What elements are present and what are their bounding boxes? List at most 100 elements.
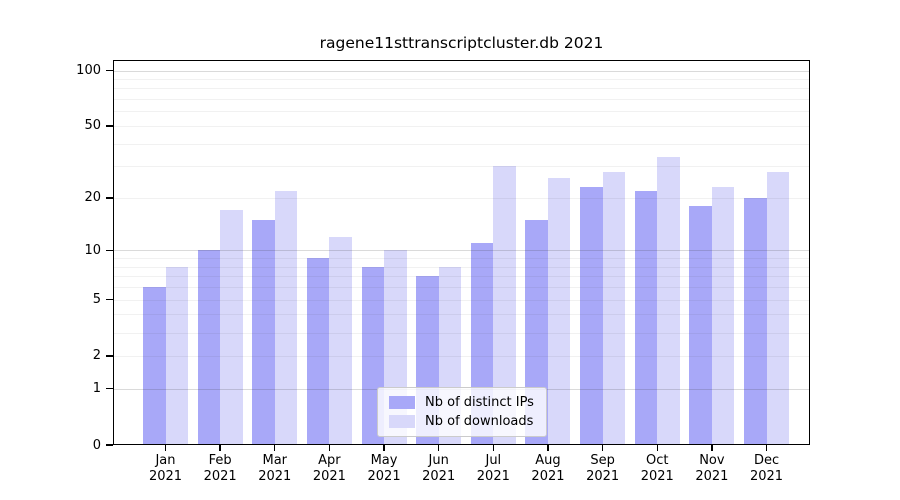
bar-downloads <box>493 166 516 445</box>
bar-distinct-ips <box>580 187 603 445</box>
gridline-major <box>113 70 810 72</box>
bar-downloads <box>274 190 298 445</box>
gridline-minor <box>113 143 810 145</box>
gridline-minor <box>113 266 810 268</box>
x-tick-label-line: 2021 <box>258 469 292 484</box>
x-tick-label-line: Aug <box>535 453 561 468</box>
bar-downloads <box>547 177 571 445</box>
y-tick-label: 2 <box>92 348 101 364</box>
x-tick-label-line: 2021 <box>148 469 183 484</box>
x-tick-mark <box>765 445 768 451</box>
x-tick-label: Jun 2021 <box>405 453 473 485</box>
x-tick-mark <box>492 445 495 451</box>
x-tick-label: Feb 2021 <box>186 453 254 485</box>
gridline-minor <box>113 287 810 289</box>
x-tick-label-line: 2021 <box>367 469 401 484</box>
gridline-minor <box>113 88 810 90</box>
gridline-minor <box>113 276 810 278</box>
bar-distinct-ips <box>634 190 658 445</box>
x-tick-label-line: 2021 <box>312 469 346 484</box>
x-tick-label-line: Jul <box>485 453 502 468</box>
bar-downloads <box>657 156 680 445</box>
gridline-minor <box>113 78 810 80</box>
gridline-minor <box>113 111 810 113</box>
x-tick-mark <box>656 445 658 451</box>
x-tick-label: Aug 2021 <box>514 453 582 485</box>
bar-distinct-ips <box>306 258 330 445</box>
gridline-minor <box>113 314 810 316</box>
x-tick-label: Apr 2021 <box>295 453 363 485</box>
bar-downloads <box>165 266 188 445</box>
y-tick-label: 20 <box>84 190 101 206</box>
legend-label-downloads: Nb of downloads <box>425 414 534 429</box>
x-tick-label: Nov 2021 <box>678 453 746 485</box>
gridline-minor <box>113 299 810 301</box>
bar-downloads <box>329 236 352 445</box>
y-tick-mark <box>106 298 113 301</box>
y-tick-label: 50 <box>84 118 101 134</box>
gridline-minor <box>113 258 810 260</box>
x-tick-label: Dec 2021 <box>733 453 801 485</box>
y-tick-label: 5 <box>92 292 101 308</box>
x-tick-label-line: 2021 <box>586 469 620 484</box>
x-tick-label-line: Feb <box>208 453 232 468</box>
bar-distinct-ips <box>197 250 221 445</box>
x-tick-mark <box>601 445 604 451</box>
legend-item-distinct-ips: Nb of distinct IPs <box>378 393 546 412</box>
legend: Nb of distinct IPs Nb of downloads <box>377 387 547 437</box>
x-tick-label-line: Mar <box>262 453 288 468</box>
y-tick-label: 10 <box>84 242 101 258</box>
x-tick-mark <box>547 445 549 451</box>
x-tick-mark <box>383 445 385 451</box>
x-tick-mark <box>219 445 221 451</box>
bar-distinct-ips <box>744 197 767 445</box>
gridline-minor <box>113 332 810 334</box>
y-tick-mark <box>106 197 113 199</box>
y-tick-label: 100 <box>76 63 101 79</box>
x-tick-mark <box>274 445 276 451</box>
x-tick-label: Jul 2021 <box>459 453 527 485</box>
x-tick-label-line: 2021 <box>695 469 729 484</box>
gridline-minor <box>113 166 810 168</box>
bar-downloads <box>711 187 735 445</box>
bar-distinct-ips <box>689 206 712 445</box>
legend-item-downloads: Nb of downloads <box>378 412 546 431</box>
legend-label-distinct-ips: Nb of distinct IPs <box>425 395 534 410</box>
x-tick-label-line: 2021 <box>476 469 510 484</box>
x-tick-label-line: May <box>370 453 398 468</box>
x-tick-label-line: Jun <box>428 453 449 468</box>
gridline-minor <box>113 197 810 199</box>
x-tick-mark <box>711 445 713 451</box>
gridline-minor <box>113 355 810 357</box>
bar-downloads <box>220 210 243 445</box>
x-tick-label-line: 2021 <box>203 469 237 484</box>
x-tick-label-line: Dec <box>753 453 780 468</box>
y-tick-mark <box>106 249 113 252</box>
x-tick-mark <box>164 445 167 451</box>
bar-downloads <box>602 171 626 445</box>
x-tick-label: Oct 2021 <box>623 453 691 485</box>
gridline-minor <box>113 125 810 127</box>
legend-swatch-distinct-ips <box>389 396 415 409</box>
x-tick-label-line: 2021 <box>749 469 784 484</box>
x-tick-label: Mar 2021 <box>241 453 309 485</box>
y-tick-mark <box>106 125 113 127</box>
x-tick-label-line: Oct <box>646 453 669 468</box>
x-tick-label-line: 2021 <box>422 469 456 484</box>
bar-distinct-ips <box>252 220 275 445</box>
legend-swatch-downloads <box>389 415 415 428</box>
x-tick-label-line: 2021 <box>531 469 565 484</box>
x-tick-label: May 2021 <box>350 453 418 485</box>
x-tick-mark <box>438 445 440 451</box>
x-tick-label-line: Jan <box>155 453 176 468</box>
bar-downloads <box>766 171 790 445</box>
y-tick-label: 1 <box>92 381 101 397</box>
x-tick-label: Jan 2021 <box>132 453 200 485</box>
y-tick-mark <box>106 69 113 72</box>
x-tick-label-line: 2021 <box>640 469 674 484</box>
y-tick-label: 0 <box>92 437 101 453</box>
bar-distinct-ips <box>143 287 166 445</box>
y-tick-mark <box>106 355 113 357</box>
chart-title: ragene11sttranscriptcluster.db 2021 <box>319 34 604 52</box>
